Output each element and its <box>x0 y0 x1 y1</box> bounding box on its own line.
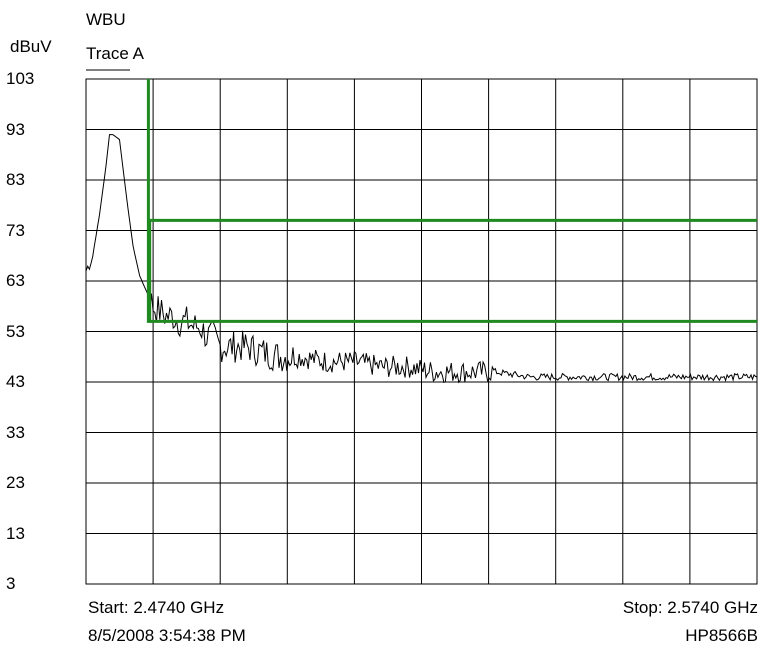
y-tick-label: 33 <box>6 422 25 442</box>
y-tick-label: 53 <box>6 321 25 341</box>
y-tick-label: 93 <box>6 119 25 139</box>
y-axis-label: dBuV <box>10 37 52 56</box>
start-frequency-label: Start: 2.4740 GHz <box>88 598 225 617</box>
timestamp-label: 8/5/2008 3:54:38 PM <box>88 626 246 645</box>
y-tick-label: 23 <box>6 473 25 492</box>
plot-grid <box>85 78 758 585</box>
y-tick-label: 83 <box>6 170 25 189</box>
y-tick-label: 103 <box>6 69 35 88</box>
plot-series <box>85 79 758 384</box>
limit-line <box>146 79 757 323</box>
y-tick-label: 13 <box>6 523 25 543</box>
trace-a-line <box>85 134 758 384</box>
legend-label: Trace A <box>86 44 144 63</box>
y-tick-label: 63 <box>6 271 25 290</box>
y-tick-label: 73 <box>6 220 25 240</box>
stop-frequency-label: Stop: 2.5740 GHz <box>622 598 758 617</box>
y-tick-label: 43 <box>6 372 25 391</box>
y-tick-label: 3 <box>6 574 16 593</box>
instrument-label: HP8566B <box>685 626 758 645</box>
chart-title: WBU <box>86 10 126 29</box>
